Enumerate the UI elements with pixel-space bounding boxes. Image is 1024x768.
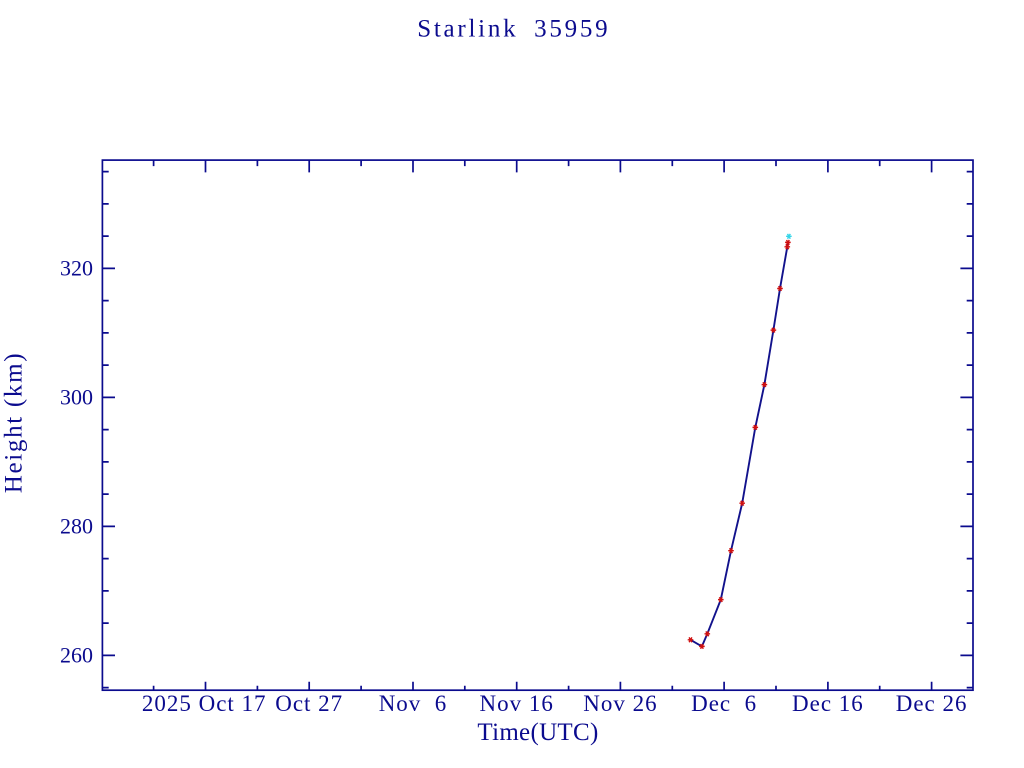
svg-text:Nov 16: Nov 16 (480, 691, 554, 716)
svg-text:300: 300 (60, 384, 93, 409)
svg-text:260: 260 (60, 642, 93, 667)
svg-text:320: 320 (60, 255, 93, 280)
svg-text:Dec 6: Dec 6 (691, 691, 757, 716)
svg-text:280: 280 (60, 513, 93, 538)
svg-text:Nov 26: Nov 26 (583, 691, 657, 716)
svg-text:Dec 26: Dec 26 (896, 691, 968, 716)
svg-text:Oct 27: Oct 27 (275, 691, 343, 716)
svg-text:Nov 6: Nov 6 (379, 691, 448, 716)
svg-text:2025 Oct 17: 2025 Oct 17 (142, 691, 267, 716)
svg-text:Dec 16: Dec 16 (792, 691, 864, 716)
svg-text:Starlink 35959: Starlink 35959 (417, 16, 610, 43)
svg-text:Height (km): Height (km) (1, 352, 28, 494)
svg-text:Time(UTC): Time(UTC) (477, 719, 598, 746)
